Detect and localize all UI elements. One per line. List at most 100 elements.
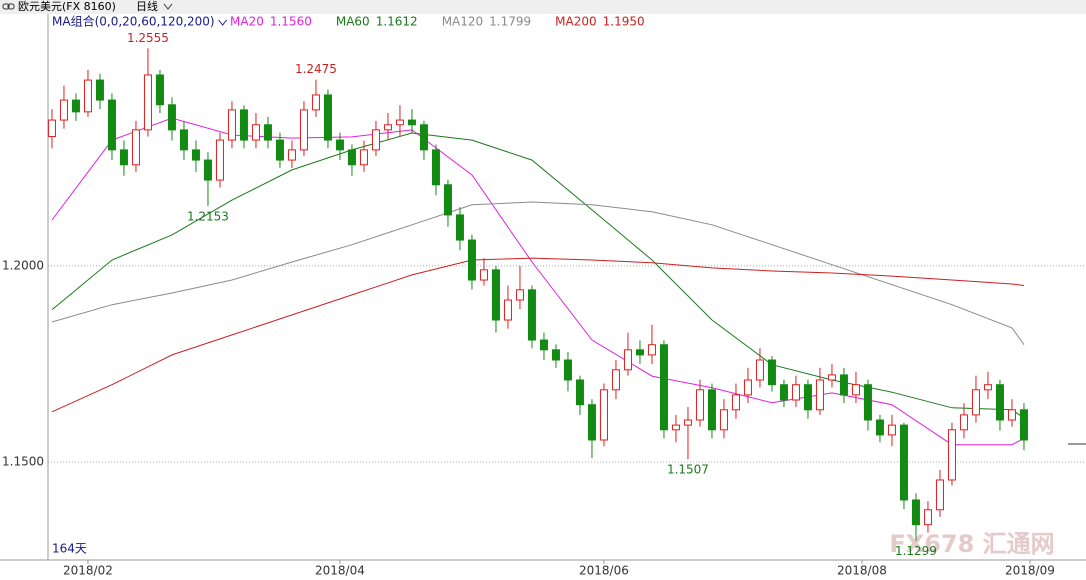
candle-body [827,374,836,381]
legend-value: 1.1612 [376,15,418,29]
candle-body [491,269,500,321]
candle-body [659,344,668,431]
candle-body [83,79,92,113]
candle-body [767,359,776,386]
candle-body [191,149,200,161]
ma-line [51,201,1025,345]
extreme-label: 1.2475 [295,62,337,76]
candle-body [467,239,476,281]
candle-body [623,349,632,371]
candle-body [263,124,272,141]
candle-body [983,384,992,391]
candle-body [359,149,368,166]
y-tick-label: 1.2000 [2,258,44,272]
candle-body [587,404,596,441]
link-icon [2,3,15,10]
candle-body [671,424,680,431]
candle-body [287,149,296,161]
candle-body [71,99,80,113]
ma-line [51,257,1025,413]
candle-body [599,389,608,441]
candle-body [515,289,524,301]
candle-body [563,359,572,381]
legend-name: MA20 [230,15,264,29]
ma-group-label[interactable]: MA组合(0,0,20,60,120,200) [52,14,215,29]
candle-body [419,124,428,151]
candle-body [431,149,440,186]
candle-body [755,359,764,381]
candle-body [611,369,620,391]
candle-body [1007,409,1016,421]
candle-body [167,104,176,131]
candle-body [683,419,692,426]
legend-value: 1.1560 [270,15,312,29]
candle-body [551,349,560,361]
candle-body [923,509,932,526]
candle-body [875,419,884,436]
extreme-label: 1.2555 [127,31,169,45]
extreme-label: 1.2153 [187,209,229,223]
candle-body [863,384,872,421]
candle-body [959,414,968,431]
days-note: 164天 [52,542,87,556]
candle-body [383,124,392,131]
candle-body [47,119,56,138]
x-tick-label: 2018/09 [1005,564,1055,578]
candle-body [311,94,320,111]
legend-name: MA60 [336,15,370,29]
candle-body [995,384,1004,421]
candle-body [911,499,920,526]
candle-body [695,389,704,421]
candle-body [935,479,944,511]
candle-body [707,389,716,431]
candle-body [527,289,536,341]
candle-body [971,389,980,416]
period[interactable]: 日线 [136,0,158,13]
candle-body [647,344,656,356]
extreme-label: 1.1299 [895,544,937,558]
candle-body [179,129,188,151]
candle-body [815,379,824,411]
candle-body [275,139,284,161]
candle-body [539,339,548,351]
candle-body [119,149,128,166]
ma-line [51,132,1025,419]
candle-body [947,429,956,481]
candle-body [743,379,752,396]
candle-body [791,384,800,401]
candle-body [95,79,104,101]
period-dropdown[interactable] [163,3,173,10]
candle-body [803,384,812,411]
candle-body [899,424,908,501]
candle-body [839,374,848,396]
legend-name: MA200 [555,15,596,29]
extreme-label: 1.1507 [667,463,709,477]
candle-body [887,424,896,436]
symbol-title: 欧元美元(FX 8160) [18,0,116,13]
candle-body [455,214,464,241]
candle-body [779,384,788,401]
candle-body [719,409,728,431]
ma-dropdown[interactable] [218,19,228,26]
candle-body [635,349,644,356]
candle-body [251,124,260,141]
candle-body [443,184,452,216]
candle-body [203,159,212,181]
candle-body [131,129,140,166]
candle-body [371,129,380,151]
candle-body [731,394,740,411]
candle-body [299,109,308,151]
candle-body [239,109,248,141]
legend-value: 1.1950 [603,15,645,29]
candle-body [59,99,68,121]
candle-body [575,379,584,406]
candle-body [851,384,860,396]
candle-body [215,139,224,181]
candle-body [335,139,344,151]
candle-body [347,149,356,166]
legend-name: MA120 [442,15,483,29]
x-tick-label: 2018/04 [315,564,365,578]
x-tick-label: 2018/02 [63,564,113,578]
candle-body [107,99,116,151]
